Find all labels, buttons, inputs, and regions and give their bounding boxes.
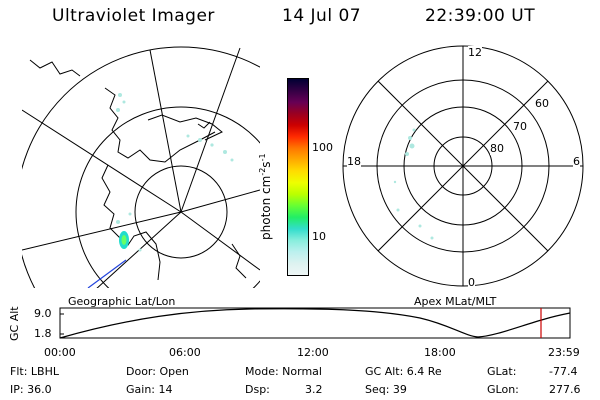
geo-coastline: [104, 87, 216, 163]
door-label: Door: Open: [126, 365, 189, 378]
altitude-ytick-9: 9.0: [34, 307, 52, 320]
dsp-label: Dsp:: [245, 383, 270, 396]
glon-label: GLon:: [487, 383, 519, 396]
mlt-label-6: 6: [573, 155, 580, 168]
gain-label: Gain: 14: [126, 383, 173, 396]
geo-lon-line: [22, 109, 182, 213]
flt-label: Flt: LBHL: [10, 365, 59, 378]
ip-label: IP: 36.0: [10, 383, 52, 396]
mlat-label-70: 70: [513, 120, 527, 133]
altitude-ylabel: GC Alt: [8, 306, 21, 341]
altitude-xtick-0600: 06:00: [169, 346, 201, 359]
gc-alt-label: GC Alt: 6.4 Re: [365, 365, 442, 378]
geo-coastline: [147, 114, 223, 141]
altitude-xtick-1200: 12:00: [297, 346, 329, 359]
mode-label: Mode: Normal: [245, 365, 322, 378]
geo-lat-circle: [75, 106, 260, 288]
geo-lon-line: [180, 211, 260, 271]
dsp-value: 3.2: [305, 383, 323, 396]
geo-lon-line: [22, 211, 182, 251]
altitude-ytick-1-8: 1.8: [34, 327, 52, 340]
mlt-label-0: 0: [468, 276, 475, 289]
date-label: 14 Jul 07: [282, 6, 362, 26]
seq-label: Seq: 39: [365, 383, 407, 396]
colorbar: [287, 78, 309, 276]
geo-coastline: [197, 121, 211, 129]
geo-lon-line: [149, 49, 182, 213]
mlt-label-12: 12: [468, 46, 482, 59]
geo-lat-circle: [134, 165, 228, 259]
glon-value: 277.6: [549, 383, 581, 396]
altitude-curve: [59, 308, 571, 339]
glat-label: GLat:: [487, 365, 517, 378]
altitude-xtick-0000: 00:00: [44, 346, 76, 359]
instrument-title: Ultraviolet Imager: [52, 6, 215, 26]
mlat-label-80: 80: [490, 142, 504, 155]
geo-coastline: [29, 59, 81, 77]
mlt-label-18: 18: [347, 155, 361, 168]
time-label: 22:39:00 UT: [425, 6, 536, 26]
geo-lon-line: [180, 47, 241, 213]
mlat-label-60: 60: [535, 97, 549, 110]
satellite-track: [87, 259, 127, 288]
colorbar-tick-100: 100: [312, 141, 333, 154]
colorbar-tick-10: 10: [312, 230, 326, 243]
geo-lon-line: [96, 211, 182, 288]
geographic-label: Geographic Lat/Lon: [68, 295, 176, 308]
geo-lon-line: [180, 189, 260, 213]
glat-value: -77.4: [549, 365, 578, 378]
altitude-xtick-2359: 23:59: [548, 346, 580, 359]
geo-lat-circle: [22, 46, 260, 288]
altitude-plot-frame: [59, 307, 571, 339]
altitude-xtick-1800: 18:00: [424, 346, 456, 359]
polar-map-label: Apex MLat/MLT: [414, 295, 497, 308]
mlt-line-diag: [377, 80, 549, 252]
geo-coastline: [231, 243, 247, 279]
